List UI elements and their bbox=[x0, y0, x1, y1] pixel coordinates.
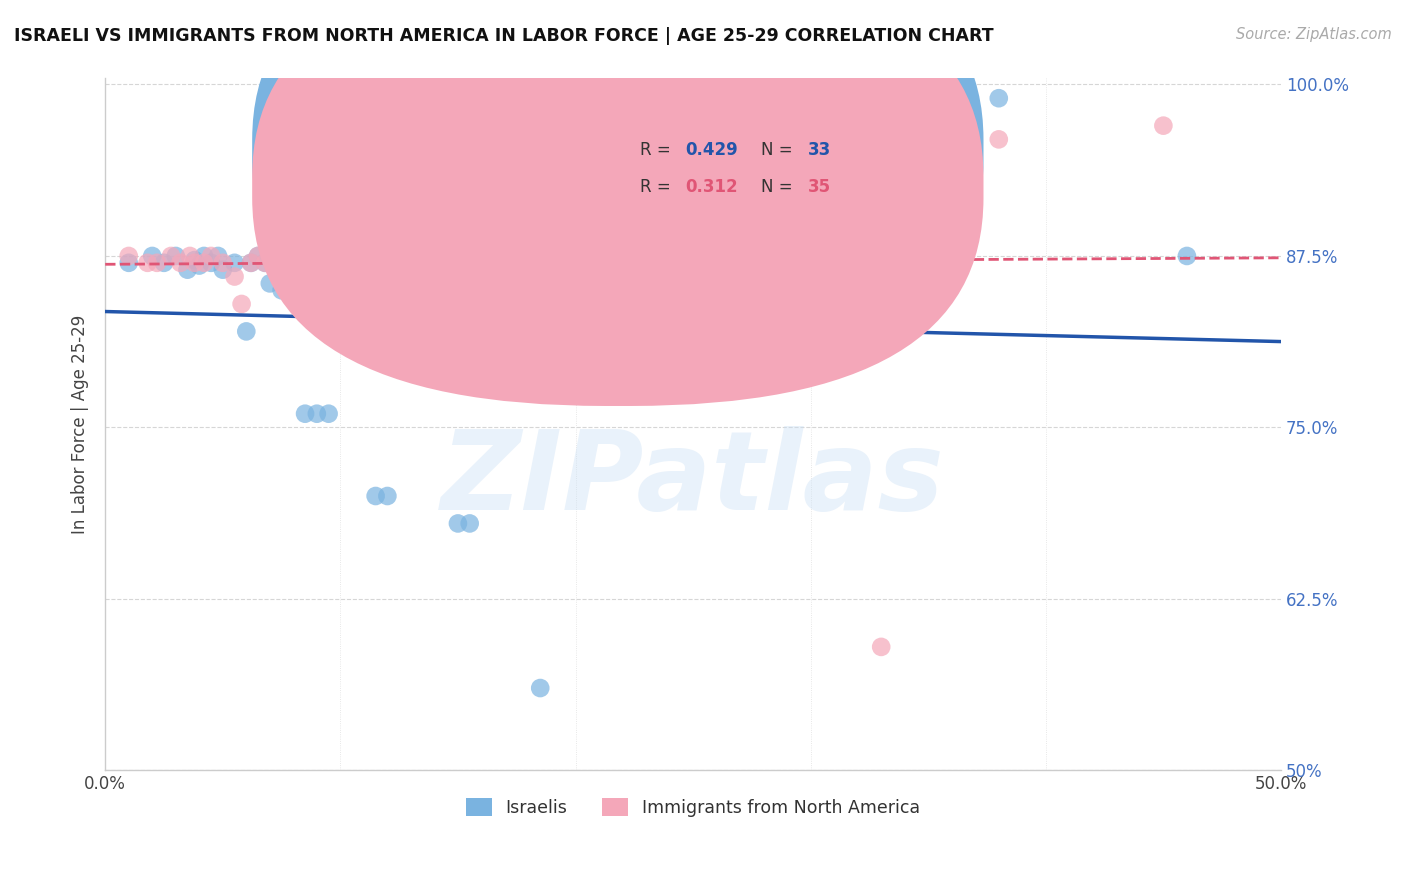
Point bbox=[188, 259, 211, 273]
Point bbox=[231, 297, 253, 311]
Point bbox=[305, 407, 328, 421]
Point bbox=[277, 249, 299, 263]
Point bbox=[458, 516, 481, 531]
Point bbox=[470, 256, 492, 270]
Point bbox=[283, 269, 305, 284]
Legend: Israelis, Immigrants from North America: Israelis, Immigrants from North America bbox=[458, 791, 928, 824]
Point bbox=[1175, 249, 1198, 263]
Text: N =: N = bbox=[761, 141, 799, 160]
Point bbox=[263, 256, 285, 270]
Point bbox=[211, 262, 233, 277]
Point bbox=[353, 256, 375, 270]
Point bbox=[165, 249, 187, 263]
Point bbox=[254, 256, 277, 270]
Point bbox=[153, 256, 176, 270]
FancyBboxPatch shape bbox=[252, 0, 983, 369]
Point bbox=[1152, 119, 1174, 133]
Point bbox=[377, 489, 399, 503]
Text: 35: 35 bbox=[808, 178, 831, 196]
Point bbox=[254, 256, 277, 270]
Point bbox=[169, 256, 191, 270]
Y-axis label: In Labor Force | Age 25-29: In Labor Force | Age 25-29 bbox=[72, 314, 89, 533]
Point bbox=[141, 249, 163, 263]
Text: ISRAELI VS IMMIGRANTS FROM NORTH AMERICA IN LABOR FORCE | AGE 25-29 CORRELATION : ISRAELI VS IMMIGRANTS FROM NORTH AMERICA… bbox=[14, 27, 994, 45]
Point bbox=[240, 256, 263, 270]
Point bbox=[458, 256, 481, 270]
Point bbox=[211, 256, 233, 270]
Point bbox=[270, 283, 292, 297]
Point bbox=[364, 489, 387, 503]
Point bbox=[987, 132, 1010, 146]
Point bbox=[176, 262, 198, 277]
Point bbox=[247, 249, 270, 263]
Point bbox=[706, 249, 728, 263]
Point bbox=[259, 277, 281, 291]
Point bbox=[200, 256, 222, 270]
FancyBboxPatch shape bbox=[252, 0, 983, 406]
Point bbox=[576, 160, 599, 174]
Point bbox=[240, 256, 263, 270]
Text: R =: R = bbox=[640, 178, 676, 196]
Point bbox=[200, 249, 222, 263]
Point bbox=[277, 256, 299, 270]
Point bbox=[235, 325, 257, 339]
Text: N =: N = bbox=[761, 178, 799, 196]
Point bbox=[318, 407, 340, 421]
Point bbox=[224, 256, 246, 270]
Point bbox=[247, 249, 270, 263]
Point bbox=[529, 681, 551, 695]
Point bbox=[193, 249, 215, 263]
Text: Source: ZipAtlas.com: Source: ZipAtlas.com bbox=[1236, 27, 1392, 42]
Point bbox=[297, 208, 319, 222]
Point bbox=[318, 256, 340, 270]
Point bbox=[399, 249, 422, 263]
Point bbox=[160, 249, 183, 263]
Point bbox=[329, 256, 352, 270]
Text: R =: R = bbox=[640, 141, 676, 160]
Text: ZIPatlas: ZIPatlas bbox=[441, 425, 945, 533]
Point bbox=[118, 249, 141, 263]
Point bbox=[482, 366, 505, 380]
Point bbox=[340, 249, 363, 263]
FancyBboxPatch shape bbox=[588, 123, 893, 219]
Point bbox=[329, 249, 352, 263]
Point bbox=[287, 256, 309, 270]
Text: 0.312: 0.312 bbox=[685, 178, 738, 196]
Point bbox=[870, 640, 893, 654]
Point bbox=[987, 91, 1010, 105]
Point bbox=[412, 256, 434, 270]
Text: 33: 33 bbox=[808, 141, 831, 160]
Point bbox=[183, 256, 205, 270]
Point bbox=[136, 256, 159, 270]
Point bbox=[118, 256, 141, 270]
Point bbox=[183, 253, 205, 268]
Point bbox=[364, 256, 387, 270]
Point bbox=[294, 407, 316, 421]
Point bbox=[506, 256, 529, 270]
Point bbox=[146, 256, 169, 270]
Point bbox=[447, 516, 470, 531]
Point bbox=[224, 269, 246, 284]
Text: 0.429: 0.429 bbox=[685, 141, 738, 160]
Point bbox=[305, 249, 328, 263]
Point bbox=[564, 187, 586, 202]
Point bbox=[179, 249, 201, 263]
Point bbox=[193, 256, 215, 270]
Point bbox=[207, 249, 229, 263]
